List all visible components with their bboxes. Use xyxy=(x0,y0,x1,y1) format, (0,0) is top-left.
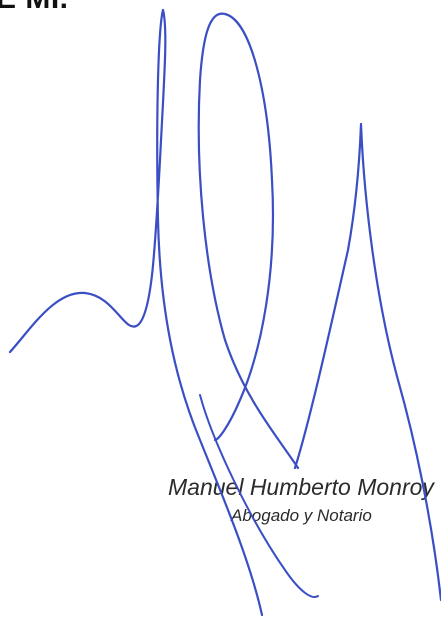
signature-stroke-main xyxy=(8,8,264,617)
heading-fragment: E MI. xyxy=(0,0,69,14)
signer-title: Abogado y Notario xyxy=(231,506,372,525)
signature-stroke-loop xyxy=(197,12,300,470)
signature-stroke-right xyxy=(293,122,441,602)
signature-stroke-tail xyxy=(199,394,319,598)
